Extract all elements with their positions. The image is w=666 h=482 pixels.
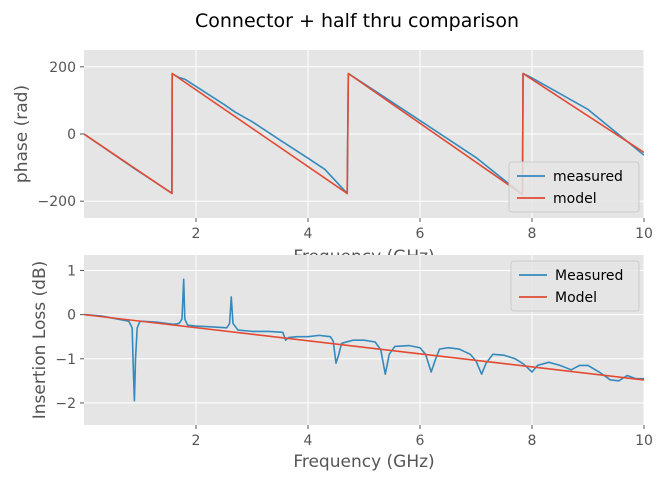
y-tick-label: 200 [49,60,76,76]
x-tick-label: 8 [528,433,537,449]
x-tick-label: 2 [192,433,201,449]
series-line-measured [84,278,644,402]
series-line-model [84,313,644,381]
x-tick-label: 8 [528,226,537,242]
legend-label-measured: Measured [555,268,623,284]
insertion-loss-series [84,278,644,402]
phase-legend: measured model [508,161,640,213]
x-tick-label: 4 [304,433,313,449]
legend-label-model: model [553,191,597,207]
phase-ticks: 2 4 6 8 10 −200 0 200 [38,60,653,242]
x-tick-label: 10 [635,433,653,449]
legend-label-model: Model [555,290,597,306]
y-tick-label: −1 [55,352,76,368]
figure-title: Connector + half thru comparison [195,10,519,32]
x-tick-label: 6 [416,226,425,242]
insertion-loss-y-axis-label: Insertion Loss (dB) [30,261,50,419]
phase-y-axis-label: phase (rad) [12,85,32,183]
series-line-model [84,72,644,196]
x-tick-label: 2 [192,226,201,242]
y-tick-label: 1 [67,263,76,279]
insertion-loss-ticks: 2 4 6 8 10 −2 −1 0 1 [55,263,653,449]
legend-box [508,161,640,213]
x-tick-label: 10 [635,226,653,242]
legend-box [510,260,640,312]
y-tick-label: −200 [38,194,76,210]
insertion-loss-legend: Measured Model [510,260,640,312]
y-tick-label: 0 [67,308,76,324]
y-tick-label: −2 [55,396,76,412]
x-tick-label: 4 [304,226,313,242]
y-tick-label: 0 [67,127,76,143]
insertion-loss-x-axis-label: Frequency (GHz) [293,452,434,472]
x-tick-label: 6 [416,433,425,449]
insertion-loss-plot: 2 4 6 8 10 −2 −1 0 1 Measured Model Frequency (GH… [30,255,653,472]
legend-label-measured: measured [553,169,623,185]
